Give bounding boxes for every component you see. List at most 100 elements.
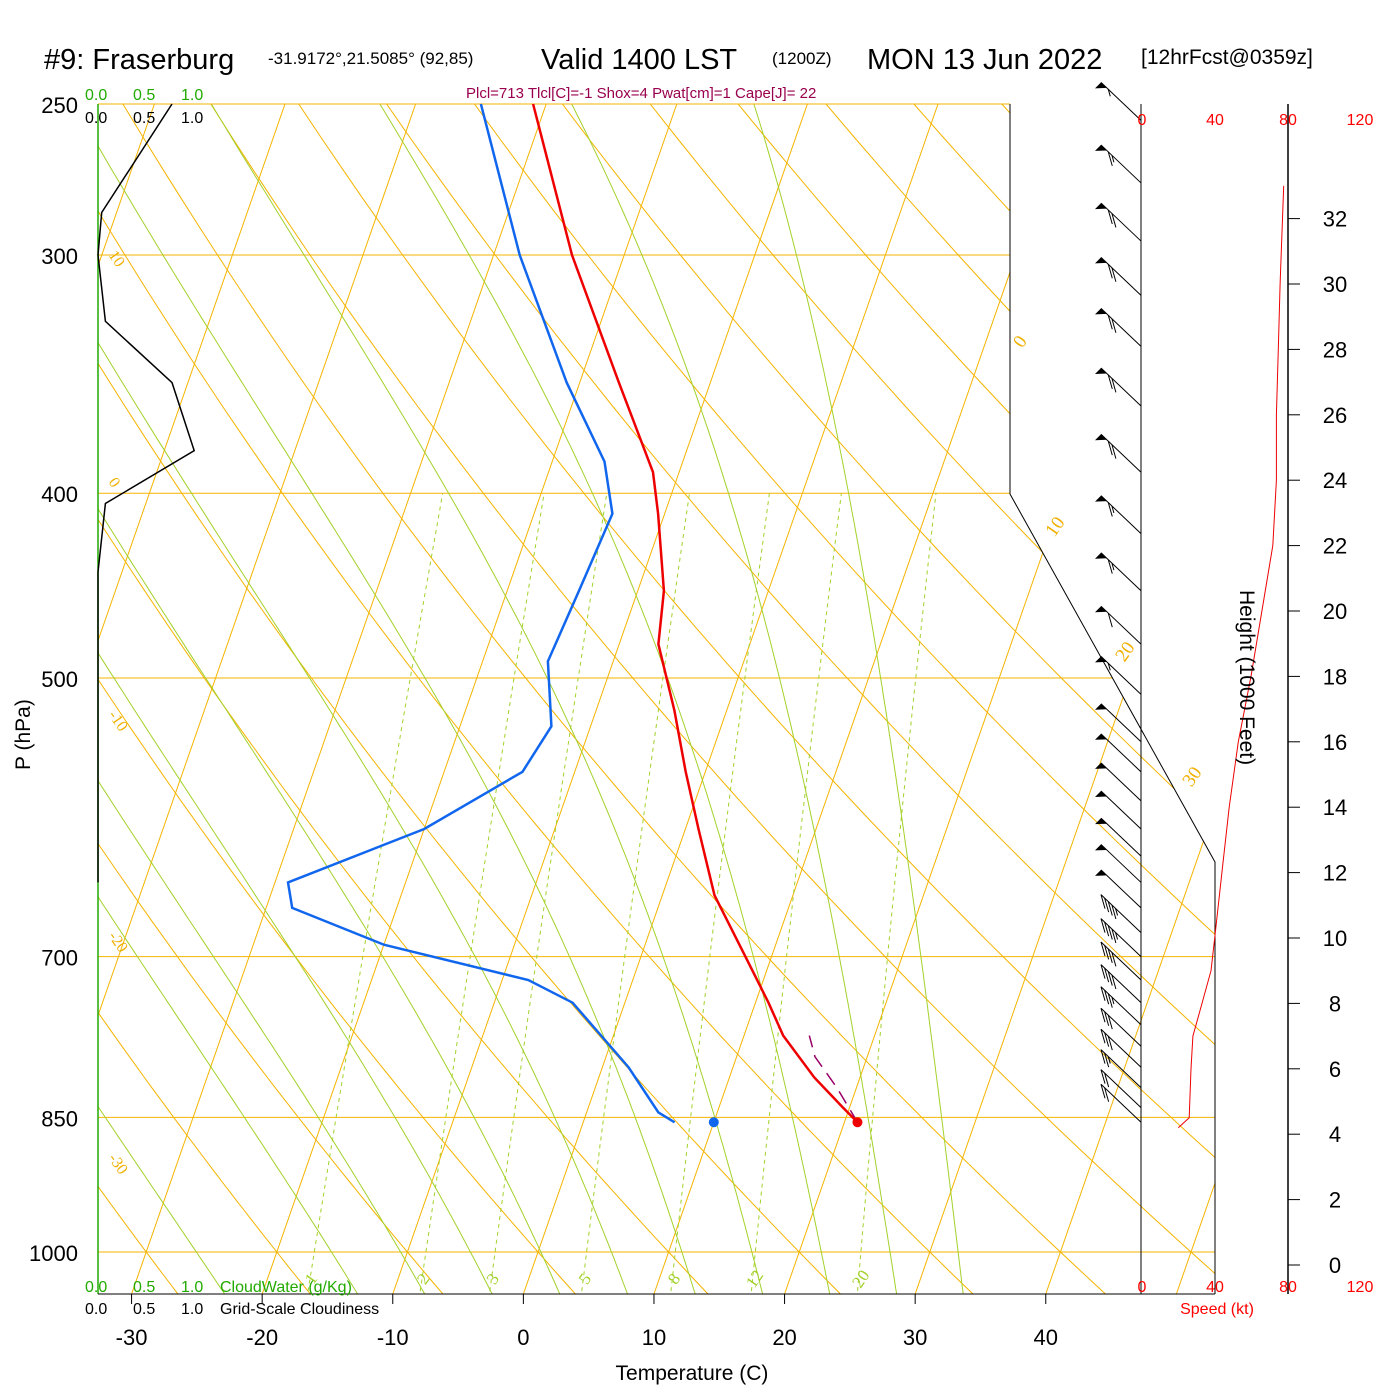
moist-adiabat--5 <box>98 104 446 1294</box>
wind-barb-staff <box>1100 144 1142 184</box>
isotherm-10 <box>653 104 1070 1294</box>
isotherms <box>0 104 1215 1294</box>
x-tick-label--30: -30 <box>116 1325 148 1350</box>
wind-barb-8 <box>1095 552 1142 592</box>
cld-tick-top-1: 1.0 <box>181 110 203 127</box>
height-tick-label-2: 2 <box>1329 1188 1341 1213</box>
x-tick-label--20: -20 <box>246 1325 278 1350</box>
wind-barb-27 <box>1100 1083 1142 1123</box>
isotherm--20 <box>261 104 678 1294</box>
pressure-tick-label-850: 850 <box>41 1106 78 1131</box>
wind-barb-feather <box>1107 948 1113 964</box>
wind-barb-feather <box>1107 612 1113 628</box>
wind-barb-11 <box>1095 703 1142 743</box>
wind-barb-feather <box>1107 502 1113 517</box>
pressure-gridlines <box>98 103 1215 1253</box>
sounding-profiles <box>286 103 863 1128</box>
wind-barb-6 <box>1095 433 1142 473</box>
wind-barb-10 <box>1095 656 1142 695</box>
moist-adiabat-25 <box>379 104 838 1294</box>
pressure-tick-label-300: 300 <box>41 244 78 269</box>
wind-barb-feather <box>1100 986 1106 1001</box>
wind-speed-line <box>1177 185 1285 1129</box>
mixing-ratio-3 <box>483 493 608 1294</box>
wind-barb-feather <box>1107 209 1113 225</box>
wind-barb-staff <box>1100 202 1142 242</box>
wind-barbs <box>1095 82 1142 1123</box>
wind-barb-feather <box>1107 559 1113 574</box>
dry-adiabats <box>98 104 1215 1294</box>
wind-barb-feather <box>1100 964 1106 979</box>
isotherm-label-10: 10 <box>1041 513 1069 541</box>
wind-barb-staff <box>1100 762 1142 802</box>
wind-barb-feather <box>1100 1008 1106 1023</box>
dry-adiabat-50 <box>189 104 1215 1294</box>
height-tick-label-10: 10 <box>1323 926 1347 951</box>
wind-barb-flag <box>1095 495 1107 502</box>
speed-ticks-bottom: 0 40 80 120 Speed (kt) <box>1138 1279 1374 1318</box>
wind-barb-23 <box>1100 1007 1142 1047</box>
x-tick-label-20: 20 <box>772 1325 796 1350</box>
wind-barb-feather <box>1111 318 1117 333</box>
mixing-ratio-label-12: 12 <box>742 1266 767 1291</box>
height-tick-label-24: 24 <box>1323 468 1347 493</box>
pressure-tick-label-500: 500 <box>41 667 78 692</box>
dry-adiabat-30 <box>98 104 1012 1294</box>
cw-tick-bottom-05: 0.5 <box>133 1279 155 1296</box>
wind-barb-22 <box>1100 986 1142 1026</box>
valid-time: Valid 1400 LST <box>541 44 737 76</box>
cw-tick-top-05: 0.5 <box>133 87 155 104</box>
x-tick-label--10: -10 <box>377 1325 409 1350</box>
wind-barb-staff <box>1100 941 1142 981</box>
wind-barb-feather <box>1104 1072 1110 1088</box>
dry-adiabat-40 <box>102 104 1147 1294</box>
mixing-ratio-lines <box>301 493 937 1294</box>
wind-barb-feather <box>1111 952 1117 967</box>
isotherm--70 <box>0 104 24 1294</box>
height-tick-label-28: 28 <box>1323 337 1347 362</box>
cld-tick-bottom-1: 1.0 <box>181 1301 203 1318</box>
wind-barb-flag <box>1095 791 1107 797</box>
wind-barb-16 <box>1095 844 1142 883</box>
height-tick-label-30: 30 <box>1323 272 1347 297</box>
isotherm-label-0: 0 <box>1009 332 1032 352</box>
cw-tick-bottom-0: 0.0 <box>85 1279 107 1296</box>
height-tick-label-8: 8 <box>1329 991 1341 1016</box>
parcel-trace <box>808 1035 859 1123</box>
dry-adiabat--30 <box>98 104 207 1294</box>
wind-barb-feather <box>1107 264 1113 279</box>
wind-barb-staff <box>1100 986 1142 1026</box>
dry-adiabat-0 <box>98 104 610 1294</box>
isotherm--50 <box>98 104 286 1294</box>
mixing-ratio-1 <box>301 493 444 1294</box>
wind-barb-7 <box>1095 495 1142 534</box>
wind-barb-feather <box>1107 315 1113 330</box>
wind-barb-feather <box>1111 213 1117 228</box>
dry-adiabat-label--30: -30 <box>105 1151 131 1178</box>
wind-barb-0 <box>1095 82 1142 121</box>
wind-barb-flag <box>1095 434 1107 441</box>
wind-barb-feather <box>1111 904 1117 920</box>
isotherm--40 <box>98 104 417 1294</box>
wind-barb-flag <box>1095 844 1107 851</box>
wind-barb-feather <box>1107 971 1113 986</box>
wind-barb-halffeather <box>1107 663 1111 671</box>
dry-adiabat-80 <box>449 104 1215 1294</box>
speed-tick-bottom-120: 120 <box>1347 1279 1374 1296</box>
wind-barb-feather <box>1111 444 1117 459</box>
cld-tick-top-05: 0.5 <box>133 110 155 127</box>
wind-barb-halffeather <box>1111 505 1115 514</box>
height-tick-label-26: 26 <box>1323 403 1347 428</box>
wind-barb-staff <box>1100 733 1142 773</box>
wind-barb-halffeather <box>1111 996 1115 1005</box>
wind-barb-flag <box>1095 368 1107 374</box>
wind-barb-flag <box>1095 703 1107 710</box>
height-tick-label-6: 6 <box>1329 1057 1341 1082</box>
valid-date: MON 13 Jun 2022 <box>867 44 1102 76</box>
wind-barb-feather <box>1104 897 1110 913</box>
temperature-line <box>531 103 859 1124</box>
wind-barb-flag <box>1095 656 1107 663</box>
wind-barb-staff <box>1100 703 1142 743</box>
wind-barb-21 <box>1100 964 1142 1004</box>
